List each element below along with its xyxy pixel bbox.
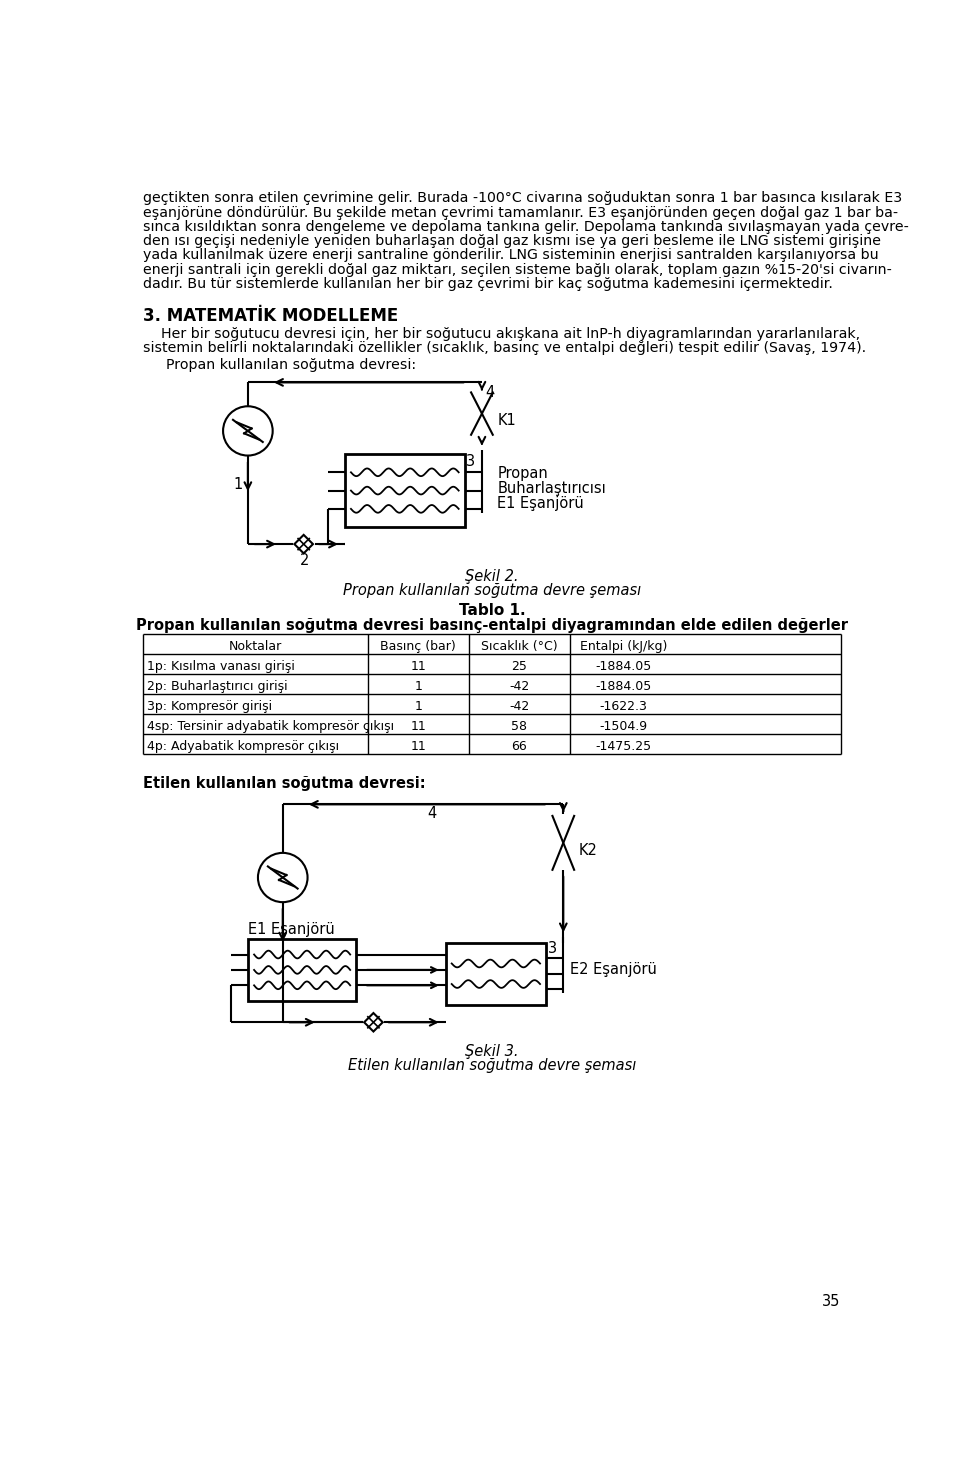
Text: Noktalar: Noktalar bbox=[229, 640, 282, 653]
Text: 66: 66 bbox=[512, 739, 527, 753]
Text: 4sp: Tersinir adyabatik kompresör çıkışı: 4sp: Tersinir adyabatik kompresör çıkışı bbox=[147, 720, 395, 732]
Text: Buharlaştırıcısı: Buharlaştırıcısı bbox=[497, 481, 606, 496]
Text: 1p: Kısılma vanası girişi: 1p: Kısılma vanası girişi bbox=[147, 660, 295, 672]
Text: -1884.05: -1884.05 bbox=[595, 660, 652, 672]
Text: 11: 11 bbox=[411, 660, 426, 672]
Text: Etilen kullanılan soğutma devre şeması: Etilen kullanılan soğutma devre şeması bbox=[348, 1058, 636, 1072]
Bar bbox=[445, 943, 546, 1005]
Text: Şekil 2.: Şekil 2. bbox=[466, 569, 518, 584]
Text: E2 Eşanjörü: E2 Eşanjörü bbox=[569, 962, 657, 977]
Text: Sıcaklık (°C): Sıcaklık (°C) bbox=[481, 640, 558, 653]
Text: 2p: Buharlaştırıcı girişi: 2p: Buharlaştırıcı girişi bbox=[147, 679, 288, 692]
Text: 11: 11 bbox=[411, 720, 426, 732]
Text: yada kullanılmak üzere enerji santraline gönderilir. LNG sisteminin enerjisi san: yada kullanılmak üzere enerji santraline… bbox=[143, 248, 878, 263]
Text: 3. MATEMATİK MODELLEME: 3. MATEMATİK MODELLEME bbox=[143, 307, 398, 324]
Text: 3p: Kompresör girişi: 3p: Kompresör girişi bbox=[147, 700, 273, 713]
Text: 1: 1 bbox=[415, 679, 422, 692]
Text: -1622.3: -1622.3 bbox=[600, 700, 648, 713]
Text: E1 Eşanjörü: E1 Eşanjörü bbox=[497, 496, 585, 512]
Text: -1475.25: -1475.25 bbox=[596, 739, 652, 753]
Text: 25: 25 bbox=[511, 660, 527, 672]
Text: -42: -42 bbox=[509, 700, 529, 713]
Text: Şekil 3.: Şekil 3. bbox=[466, 1045, 518, 1059]
Text: 3: 3 bbox=[467, 453, 475, 469]
Text: Etilen kullanılan soğutma devresi:: Etilen kullanılan soğutma devresi: bbox=[143, 776, 426, 791]
Text: Her bir soğutucu devresi için, her bir soğutucu akışkana ait lnP-h diyagramların: Her bir soğutucu devresi için, her bir s… bbox=[143, 327, 860, 340]
Text: 1: 1 bbox=[415, 700, 422, 713]
Text: Propan: Propan bbox=[497, 465, 548, 481]
Text: 4: 4 bbox=[427, 805, 436, 822]
Text: 1: 1 bbox=[234, 477, 243, 491]
Text: K1: K1 bbox=[497, 414, 516, 428]
Bar bbox=[345, 453, 465, 527]
Text: Propan kullanılan soğutma devresi:: Propan kullanılan soğutma devresi: bbox=[166, 358, 417, 371]
Text: E1 Eşanjörü: E1 Eşanjörü bbox=[248, 923, 335, 937]
Text: -42: -42 bbox=[509, 679, 529, 692]
Text: 4: 4 bbox=[486, 386, 495, 400]
Text: sınca kısıldıktan sonra dengeleme ve depolama tankına gelir. Depolama tankında s: sınca kısıldıktan sonra dengeleme ve dep… bbox=[143, 220, 909, 233]
Text: sistemin belirli noktalarındaki özellikler (sıcaklık, basınç ve entalpi değleri): sistemin belirli noktalarındaki özellikl… bbox=[143, 340, 866, 355]
Text: geçtikten sonra etilen çevrimine gelir. Burada -100°C civarına soğuduktan sonra : geçtikten sonra etilen çevrimine gelir. … bbox=[143, 191, 902, 205]
Text: dadır. Bu tür sistemlerde kullanılan her bir gaz çevrimi bir kaç soğutma kademes: dadır. Bu tür sistemlerde kullanılan her… bbox=[143, 277, 833, 290]
Text: 35: 35 bbox=[823, 1294, 841, 1309]
Text: den ısı geçişi nedeniyle yeniden buharlaşan doğal gaz kısmı ise ya geri besleme : den ısı geçişi nedeniyle yeniden buharla… bbox=[143, 235, 881, 248]
Text: 4p: Adyabatik kompresör çıkışı: 4p: Adyabatik kompresör çıkışı bbox=[147, 739, 339, 753]
Bar bbox=[248, 939, 356, 1000]
Text: Tablo 1.: Tablo 1. bbox=[459, 603, 525, 619]
Text: Basınç (bar): Basınç (bar) bbox=[380, 640, 456, 653]
Text: enerji santrali için gerekli doğal gaz miktarı, seçilen sisteme bağlı olarak, to: enerji santrali için gerekli doğal gaz m… bbox=[143, 263, 892, 277]
Text: -1504.9: -1504.9 bbox=[600, 720, 648, 732]
Text: 3: 3 bbox=[548, 940, 557, 955]
Text: K2: K2 bbox=[579, 844, 598, 858]
Text: 11: 11 bbox=[411, 739, 426, 753]
Text: 58: 58 bbox=[511, 720, 527, 732]
Text: Propan kullanılan soğutma devresi basınç-entalpi diyagramından elde edilen değer: Propan kullanılan soğutma devresi basınç… bbox=[136, 618, 848, 634]
Text: Propan kullanılan soğutma devre şeması: Propan kullanılan soğutma devre şeması bbox=[343, 582, 641, 597]
Text: -1884.05: -1884.05 bbox=[595, 679, 652, 692]
Text: 2: 2 bbox=[300, 553, 309, 568]
Text: Entalpi (kJ/kg): Entalpi (kJ/kg) bbox=[580, 640, 667, 653]
Text: eşanjörüne döndürülür. Bu şekilde metan çevrimi tamamlanır. E3 eşanjöründen geçe: eşanjörüne döndürülür. Bu şekilde metan … bbox=[143, 205, 899, 220]
